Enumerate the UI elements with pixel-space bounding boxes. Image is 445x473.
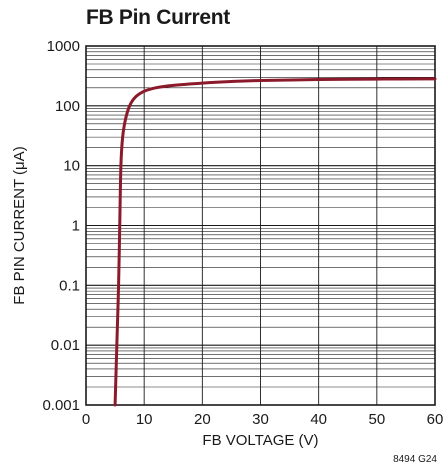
x-tick-label: 30 bbox=[252, 411, 269, 428]
y-tick-label: 0.1 bbox=[59, 277, 80, 294]
y-tick-label: 100 bbox=[55, 98, 80, 115]
grid bbox=[85, 46, 436, 406]
y-axis-label: FB PIN CURRENT (μA) bbox=[11, 146, 28, 304]
x-tick-label: 10 bbox=[136, 411, 153, 428]
y-tick-label: 0.001 bbox=[42, 397, 80, 414]
tick-labels: 0 10 20 30 40 50 60 0.001 0.01 0.1 1 10 100 1000 bbox=[42, 38, 443, 428]
y-tick-label: 10 bbox=[63, 158, 80, 175]
chart-title: FB Pin Current bbox=[86, 6, 230, 29]
figure-number: 8494 G24 bbox=[393, 454, 437, 465]
x-axis-label: FB VOLTAGE (V) bbox=[202, 432, 318, 449]
x-tick-label: 0 bbox=[82, 411, 90, 428]
y-tick-label: 0.01 bbox=[51, 337, 80, 354]
plot-frame bbox=[85, 45, 436, 406]
y-tick-label: 1 bbox=[72, 218, 80, 235]
x-tick-label: 20 bbox=[194, 411, 211, 428]
x-tick-label: 60 bbox=[427, 411, 444, 428]
x-tick-label: 40 bbox=[310, 411, 327, 428]
series-line bbox=[113, 77, 437, 407]
y-tick-label: 1000 bbox=[47, 38, 80, 55]
x-tick-label: 50 bbox=[368, 411, 385, 428]
